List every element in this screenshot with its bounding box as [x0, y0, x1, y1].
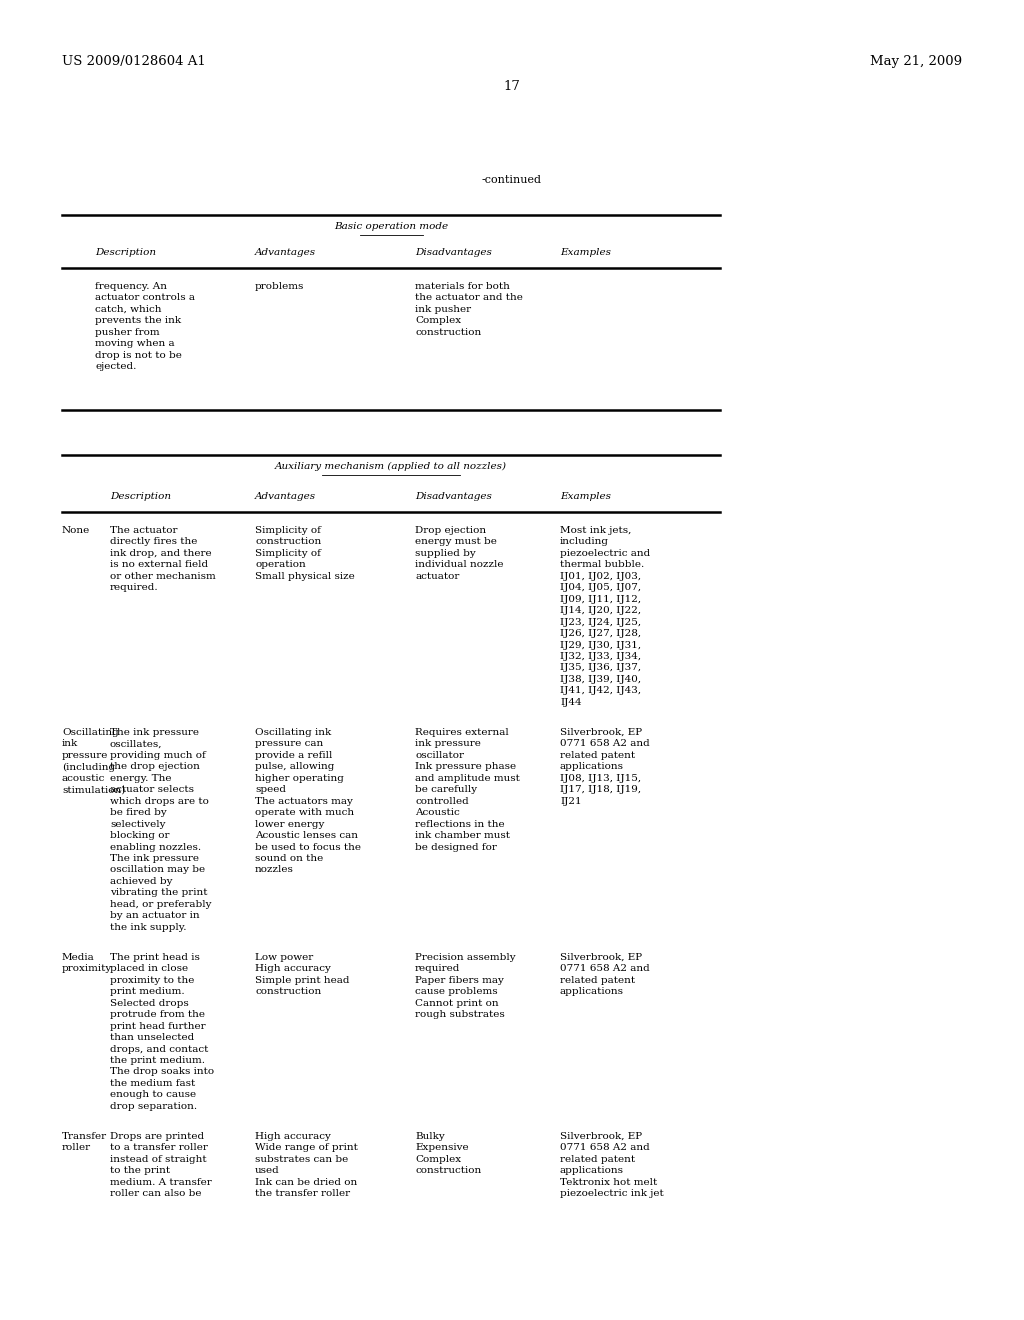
Text: Examples: Examples [560, 248, 611, 257]
Text: Media
proximity: Media proximity [62, 953, 113, 973]
Text: Oscillating
ink
pressure
(including
acoustic
stimulation): Oscillating ink pressure (including acou… [62, 729, 125, 795]
Text: Silverbrook, EP
0771 658 A2 and
related patent
applications
Tektronix hot melt
p: Silverbrook, EP 0771 658 A2 and related … [560, 1133, 664, 1199]
Text: Advantages: Advantages [255, 248, 316, 257]
Text: materials for both
the actuator and the
ink pusher
Complex
construction: materials for both the actuator and the … [415, 282, 523, 337]
Text: The print head is
placed in close
proximity to the
print medium.
Selected drops
: The print head is placed in close proxim… [110, 953, 214, 1111]
Text: Low power
High accuracy
Simple print head
construction: Low power High accuracy Simple print hea… [255, 953, 349, 997]
Text: Bulky
Expensive
Complex
construction: Bulky Expensive Complex construction [415, 1133, 481, 1175]
Text: Silverbrook, EP
0771 658 A2 and
related patent
applications
IJ08, IJ13, IJ15,
IJ: Silverbrook, EP 0771 658 A2 and related … [560, 729, 650, 805]
Text: Transfer
roller: Transfer roller [62, 1133, 108, 1152]
Text: Simplicity of
construction
Simplicity of
operation
Small physical size: Simplicity of construction Simplicity of… [255, 525, 354, 581]
Text: Precision assembly
required
Paper fibers may
cause problems
Cannot print on
roug: Precision assembly required Paper fibers… [415, 953, 516, 1019]
Text: Examples: Examples [560, 492, 611, 502]
Text: Auxiliary mechanism (applied to all nozzles): Auxiliary mechanism (applied to all nozz… [275, 462, 507, 471]
Text: None: None [62, 525, 90, 535]
Text: -continued: -continued [482, 176, 542, 185]
Text: The ink pressure
oscillates,
providing much of
the drop ejection
energy. The
act: The ink pressure oscillates, providing m… [110, 729, 212, 932]
Text: May 21, 2009: May 21, 2009 [869, 55, 962, 69]
Text: Oscillating ink
pressure can
provide a refill
pulse, allowing
higher operating
s: Oscillating ink pressure can provide a r… [255, 729, 361, 874]
Text: frequency. An
actuator controls a
catch, which
prevents the ink
pusher from
movi: frequency. An actuator controls a catch,… [95, 282, 195, 371]
Text: High accuracy
Wide range of print
substrates can be
used
Ink can be dried on
the: High accuracy Wide range of print substr… [255, 1133, 357, 1199]
Text: Description: Description [110, 492, 171, 502]
Text: Advantages: Advantages [255, 492, 316, 502]
Text: US 2009/0128604 A1: US 2009/0128604 A1 [62, 55, 206, 69]
Text: Drops are printed
to a transfer roller
instead of straight
to the print
medium. : Drops are printed to a transfer roller i… [110, 1133, 212, 1199]
Text: Requires external
ink pressure
oscillator
Ink pressure phase
and amplitude must
: Requires external ink pressure oscillato… [415, 729, 520, 851]
Text: Basic operation mode: Basic operation mode [334, 222, 449, 231]
Text: Most ink jets,
including
piezoelectric and
thermal bubble.
IJ01, IJ02, IJ03,
IJ0: Most ink jets, including piezoelectric a… [560, 525, 650, 706]
Text: The actuator
directly fires the
ink drop, and there
is no external field
or othe: The actuator directly fires the ink drop… [110, 525, 216, 593]
Text: Disadvantages: Disadvantages [415, 492, 492, 502]
Text: Silverbrook, EP
0771 658 A2 and
related patent
applications: Silverbrook, EP 0771 658 A2 and related … [560, 953, 650, 997]
Text: Disadvantages: Disadvantages [415, 248, 492, 257]
Text: 17: 17 [504, 81, 520, 92]
Text: Drop ejection
energy must be
supplied by
individual nozzle
actuator: Drop ejection energy must be supplied by… [415, 525, 504, 581]
Text: problems: problems [255, 282, 304, 290]
Text: Description: Description [95, 248, 156, 257]
